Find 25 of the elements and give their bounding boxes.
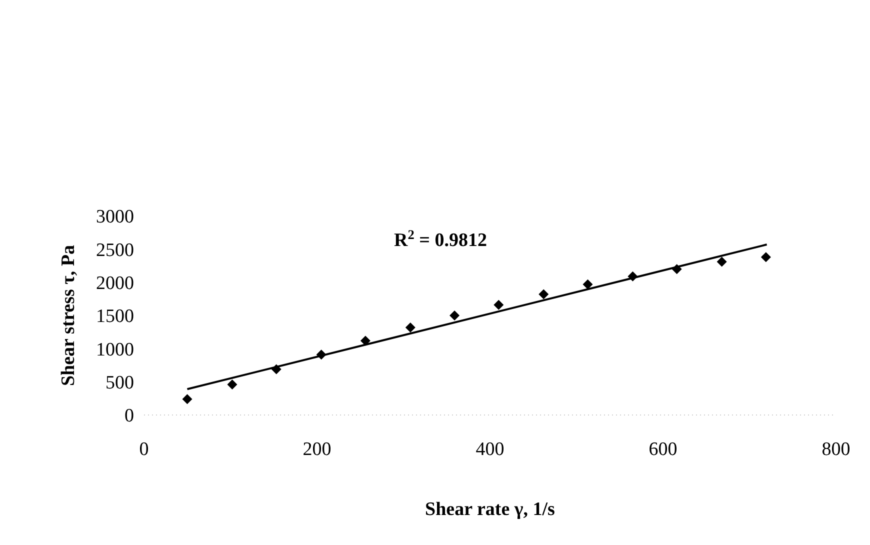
point bbox=[494, 300, 504, 310]
point bbox=[227, 379, 238, 390]
y-tick-label: 2000 bbox=[96, 272, 134, 294]
point bbox=[582, 279, 593, 290]
y-tick-label: 500 bbox=[106, 372, 134, 394]
point bbox=[405, 322, 416, 332]
point bbox=[760, 252, 771, 262]
y-axis-title: Shear stress τ, Pa bbox=[58, 244, 79, 386]
annotation: R$^{2}$ = 0.9812 bbox=[394, 226, 487, 251]
x-tick-label: 200 bbox=[302, 439, 332, 460]
x-axis-title: Shear rate γ, 1/s bbox=[425, 499, 555, 520]
point bbox=[360, 336, 370, 346]
x-tick-label: 0 bbox=[139, 439, 149, 460]
point bbox=[538, 289, 549, 300]
x-tick-label: 400 bbox=[476, 439, 504, 460]
x-tick-label: 600 bbox=[648, 439, 678, 460]
point bbox=[450, 310, 460, 320]
point bbox=[182, 394, 192, 404]
x-tick-label: 800 bbox=[822, 439, 850, 460]
y-tick-label: 1500 bbox=[96, 306, 134, 328]
y-tick-label: 2500 bbox=[96, 240, 134, 261]
y-tick-label: 3000 bbox=[96, 206, 134, 228]
y-tick-label: 1000 bbox=[96, 339, 134, 360]
y-tick-label: 0 bbox=[124, 406, 134, 427]
point bbox=[716, 256, 727, 267]
